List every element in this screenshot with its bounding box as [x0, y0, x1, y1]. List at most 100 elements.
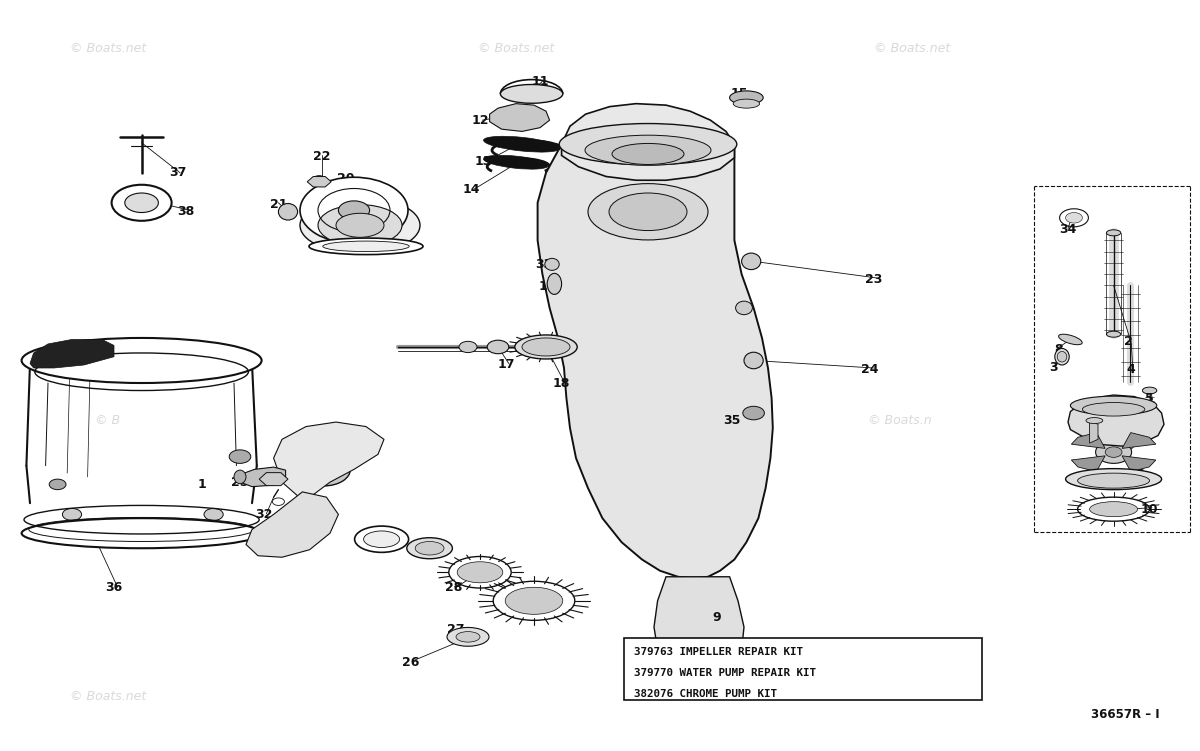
Circle shape: [624, 197, 672, 227]
Polygon shape: [307, 176, 331, 187]
Ellipse shape: [336, 213, 384, 237]
Text: 21: 21: [270, 198, 287, 211]
Text: 19: 19: [384, 200, 401, 213]
Text: 379770 WATER PUMP REPAIR KIT: 379770 WATER PUMP REPAIR KIT: [634, 668, 816, 678]
Circle shape: [1105, 447, 1122, 457]
Polygon shape: [274, 422, 384, 503]
Text: 10: 10: [1141, 502, 1158, 516]
Ellipse shape: [125, 193, 158, 213]
Ellipse shape: [484, 136, 560, 152]
Ellipse shape: [547, 273, 562, 294]
Ellipse shape: [1058, 334, 1082, 345]
Text: 29: 29: [421, 549, 438, 562]
Ellipse shape: [407, 538, 452, 559]
Ellipse shape: [588, 183, 708, 240]
Ellipse shape: [742, 253, 761, 270]
Ellipse shape: [545, 258, 559, 270]
Ellipse shape: [446, 628, 490, 646]
Ellipse shape: [1057, 351, 1067, 362]
Ellipse shape: [458, 341, 478, 352]
Text: 18: 18: [553, 376, 570, 390]
Ellipse shape: [610, 193, 686, 231]
Text: 17: 17: [498, 357, 515, 371]
Text: 13: 13: [475, 155, 492, 168]
Ellipse shape: [500, 84, 563, 103]
Polygon shape: [1072, 433, 1105, 448]
Ellipse shape: [22, 518, 262, 548]
Text: 32: 32: [256, 508, 272, 521]
Ellipse shape: [730, 91, 763, 104]
Ellipse shape: [1082, 403, 1145, 416]
Ellipse shape: [515, 335, 577, 359]
Circle shape: [298, 453, 350, 486]
Ellipse shape: [300, 197, 420, 254]
Text: 34: 34: [1060, 222, 1076, 236]
Text: 5: 5: [1145, 391, 1154, 405]
Circle shape: [49, 479, 66, 490]
Text: 27: 27: [448, 623, 464, 636]
Text: 1: 1: [197, 478, 206, 491]
Ellipse shape: [1066, 469, 1162, 490]
Ellipse shape: [1070, 396, 1157, 415]
Ellipse shape: [278, 204, 298, 220]
Ellipse shape: [1055, 348, 1069, 365]
Ellipse shape: [505, 587, 563, 614]
Polygon shape: [538, 144, 773, 578]
Text: 35: 35: [724, 414, 740, 427]
Ellipse shape: [234, 470, 246, 484]
Polygon shape: [1122, 433, 1156, 448]
Circle shape: [1066, 213, 1082, 223]
Text: 3: 3: [1049, 361, 1058, 375]
Polygon shape: [1090, 421, 1098, 443]
Text: 20: 20: [337, 172, 354, 185]
Text: © Boats.net: © Boats.net: [658, 690, 734, 704]
Ellipse shape: [1106, 230, 1121, 236]
Ellipse shape: [1106, 331, 1121, 337]
Circle shape: [62, 508, 82, 520]
Text: 11: 11: [532, 74, 548, 88]
Ellipse shape: [586, 135, 710, 165]
Text: 24: 24: [862, 363, 878, 376]
Circle shape: [154, 532, 170, 542]
Ellipse shape: [1078, 473, 1150, 488]
Ellipse shape: [338, 201, 370, 219]
Text: 38: 38: [178, 205, 194, 219]
Bar: [624, 638, 982, 700]
Ellipse shape: [456, 632, 480, 642]
Ellipse shape: [612, 143, 684, 164]
Text: © Boats.net: © Boats.net: [70, 690, 146, 704]
Circle shape: [204, 344, 223, 356]
Ellipse shape: [559, 123, 737, 165]
Ellipse shape: [522, 338, 570, 356]
Polygon shape: [562, 104, 734, 180]
Polygon shape: [1122, 456, 1156, 472]
Ellipse shape: [487, 340, 509, 354]
Ellipse shape: [318, 204, 402, 246]
Text: 22: 22: [313, 149, 330, 163]
Ellipse shape: [323, 241, 409, 252]
Ellipse shape: [457, 562, 503, 583]
Polygon shape: [654, 577, 744, 677]
Text: 6: 6: [1135, 468, 1145, 481]
Circle shape: [310, 460, 338, 478]
Circle shape: [229, 450, 251, 463]
Text: 15: 15: [731, 87, 748, 101]
Circle shape: [743, 406, 764, 420]
Text: 2: 2: [1123, 335, 1133, 348]
Ellipse shape: [1090, 502, 1138, 517]
Circle shape: [1104, 503, 1123, 515]
Text: 14: 14: [463, 182, 480, 196]
Ellipse shape: [364, 531, 400, 547]
Ellipse shape: [1086, 418, 1103, 424]
Ellipse shape: [311, 176, 328, 188]
Text: 16: 16: [539, 280, 556, 294]
Text: 33: 33: [535, 258, 552, 271]
Ellipse shape: [355, 526, 408, 553]
Polygon shape: [1072, 456, 1105, 472]
Text: © Boats.n: © Boats.n: [868, 414, 932, 427]
Polygon shape: [259, 472, 288, 486]
Text: 26: 26: [402, 656, 419, 669]
Text: 36657R – I: 36657R – I: [1091, 708, 1160, 722]
Ellipse shape: [733, 99, 760, 108]
Circle shape: [280, 207, 296, 217]
